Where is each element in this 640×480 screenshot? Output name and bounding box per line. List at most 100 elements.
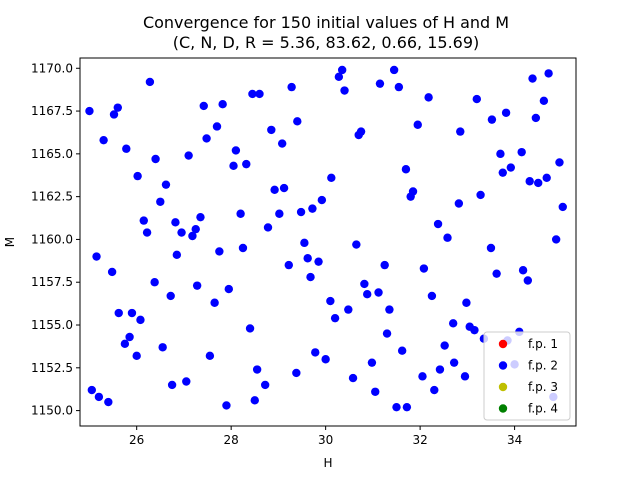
data-point: [184, 151, 193, 160]
data-point: [133, 171, 142, 181]
data-point: [236, 209, 245, 218]
data-point: [218, 100, 227, 109]
data-point: [424, 93, 433, 102]
data-point: [306, 272, 315, 282]
y-tick-label: 1157.5: [31, 275, 73, 289]
data-point: [380, 260, 389, 270]
data-point: [344, 305, 353, 314]
data-point: [260, 380, 270, 390]
data-point: [255, 89, 264, 99]
data-point: [158, 343, 167, 352]
data-point: [534, 178, 543, 188]
data-point: [531, 113, 541, 123]
legend-box: [483, 331, 571, 421]
data-point: [348, 373, 358, 383]
data-point: [87, 385, 97, 395]
data-point: [270, 185, 279, 194]
data-point: [248, 89, 257, 99]
data-point: [555, 158, 564, 167]
data-point: [145, 77, 155, 87]
data-point: [501, 108, 511, 117]
data-point: [506, 163, 516, 172]
data-point: [435, 365, 445, 374]
data-point: [382, 329, 392, 338]
legend-label: f.p. 1: [528, 337, 558, 351]
data-point: [192, 281, 202, 290]
y-tick-label: 1160.0: [31, 232, 73, 246]
data-point: [212, 122, 222, 131]
legend-label: f.p. 2: [528, 359, 558, 373]
data-point: [454, 199, 464, 208]
data-point: [167, 380, 177, 390]
data-point: [107, 267, 117, 277]
data-point: [245, 324, 255, 333]
data-point: [166, 291, 175, 301]
data-point: [462, 298, 471, 307]
data-point: [528, 74, 537, 83]
x-tick-label: 34: [507, 433, 522, 447]
data-point: [161, 180, 171, 189]
data-point: [443, 233, 452, 242]
data-point: [401, 165, 411, 174]
data-point: [142, 228, 152, 237]
data-point: [448, 319, 458, 328]
data-point: [449, 358, 459, 367]
data-point: [397, 346, 407, 355]
data-point: [551, 235, 561, 244]
legend-marker: [498, 361, 508, 370]
y-axis-ticks: 1150.0 1152.5 1155.0 1157.5 1160.0 1162.5 1165…: [31, 61, 80, 418]
data-point: [85, 106, 94, 116]
data-point: [229, 161, 238, 171]
data-point: [427, 291, 437, 301]
legend-label: f.p. 4: [528, 402, 558, 416]
data-point: [279, 183, 289, 193]
y-tick-label: 1152.5: [31, 361, 73, 375]
data-point: [277, 139, 287, 148]
data-point: [496, 149, 505, 159]
data-point: [360, 279, 369, 289]
data-point: [303, 254, 312, 263]
data-point: [544, 69, 553, 78]
legend-label: f.p. 3: [528, 380, 558, 394]
data-point: [308, 204, 317, 213]
data-point: [356, 127, 366, 136]
data-point: [340, 86, 349, 95]
data-point: [498, 168, 507, 177]
data-point: [314, 257, 323, 266]
data-point: [151, 154, 160, 164]
data-point: [196, 212, 205, 222]
data-point: [275, 209, 284, 218]
data-point: [210, 298, 219, 307]
data-point: [418, 372, 427, 381]
x-tick-label: 30: [318, 433, 333, 447]
data-point: [542, 173, 551, 183]
data-point: [238, 243, 248, 253]
data-point: [470, 325, 479, 335]
y-tick-label: 1170.0: [31, 61, 73, 75]
data-point: [242, 159, 251, 169]
data-point: [139, 216, 148, 225]
data-point: [215, 247, 224, 256]
data-point: [326, 296, 335, 306]
data-point: [367, 358, 377, 367]
data-point: [284, 260, 293, 270]
data-point: [199, 101, 208, 111]
data-point: [132, 351, 141, 361]
data-point: [114, 308, 123, 318]
y-tick-label: 1167.5: [31, 104, 73, 118]
data-point: [334, 72, 344, 82]
legend: f.p. 1 f.p. 2 f.p. 3 f.p. 4: [483, 331, 571, 421]
y-tick-label: 1162.5: [31, 190, 73, 204]
data-point: [392, 402, 401, 412]
legend-marker: [498, 404, 508, 413]
data-point: [222, 401, 231, 410]
data-point: [472, 94, 481, 104]
data-point: [389, 65, 399, 75]
data-point: [156, 197, 165, 206]
data-point: [99, 135, 108, 145]
x-tick-label: 26: [129, 433, 144, 447]
data-point: [317, 195, 327, 205]
data-point: [293, 117, 302, 126]
data-point: [374, 288, 383, 297]
